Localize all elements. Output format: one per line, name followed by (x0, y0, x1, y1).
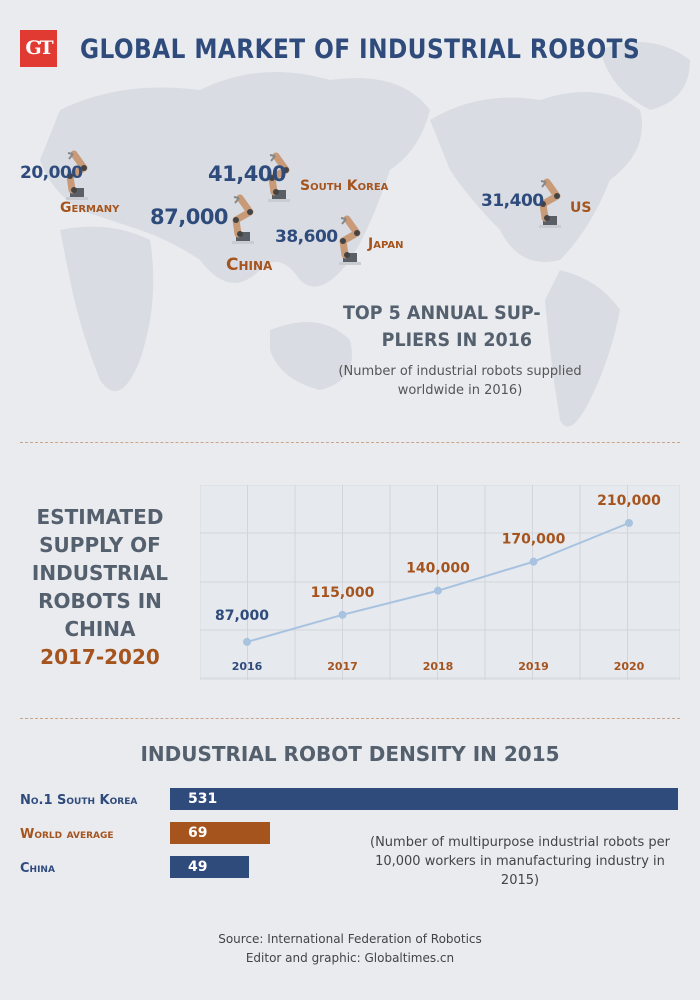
data-point (434, 586, 442, 595)
robot-arm-icon (226, 194, 260, 249)
data-label: 210,000 (597, 493, 661, 509)
estimate-years: 2017-2020 (40, 645, 160, 669)
japan-marker (333, 215, 367, 274)
data-label: 87,000 (215, 608, 269, 624)
divider (20, 442, 680, 443)
page-title: GLOBAL MARKET OF INDUSTRIAL ROBOTS (80, 34, 641, 65)
china-marker (226, 194, 260, 253)
x-tick-label: 2019 (518, 660, 549, 673)
japan-label: Japan (368, 236, 404, 252)
top5-heading: TOP 5 ANNUAL SUP- PLIERS IN 2016 (343, 300, 541, 354)
divider (20, 718, 680, 719)
us-value: 31,400 (481, 191, 544, 211)
us-label: US (570, 200, 592, 216)
germany-label: Germany (60, 200, 120, 216)
density-heading: INDUSTRIAL ROBOT DENSITY IN 2015 (140, 742, 560, 766)
data-label: 140,000 (406, 561, 470, 577)
gt-logo: GT (20, 30, 57, 67)
density-bar-world-average: 69 (170, 822, 270, 844)
estimate-heading: ESTIMATED SUPPLY OF INDUSTRIAL ROBOTS IN… (20, 503, 180, 671)
density-note: (Number of multipurpose industrial robot… (370, 835, 670, 888)
top5-heading-line1: TOP 5 ANNUAL SUP- (343, 302, 541, 324)
data-point (529, 557, 538, 566)
estimate-line: ROBOTS IN (38, 589, 162, 613)
density-bar-south-korea: 531 (170, 788, 678, 810)
data-label: 115,000 (311, 585, 375, 601)
credit-text: Editor and graphic: Globaltimes.cn (245, 951, 455, 965)
estimate-line: CHINA (64, 617, 136, 641)
estimate-line: INDUSTRIAL (31, 561, 169, 585)
data-point (338, 610, 347, 619)
south-korea-value: 41,400 (208, 162, 287, 186)
robot-arm-icon (333, 215, 367, 270)
x-tick-label: 2016 (232, 660, 263, 673)
world-map-background (40, 42, 690, 427)
china-label: China (226, 255, 273, 275)
top5-note: (Number of industrial robots supplied wo… (338, 364, 582, 398)
supply-line-chart: 87,000 2016 115,000 2017 140,000 2018 170,000 2… (200, 485, 680, 680)
data-point (625, 519, 633, 527)
germany-value: 20,000 (20, 163, 83, 183)
source-text: Source: International Federation of Robo… (218, 932, 482, 946)
estimate-line: ESTIMATED (36, 505, 164, 529)
density-label-china: China (20, 861, 55, 876)
density-label-south-korea: No.1 South Korea (20, 793, 138, 808)
china-value: 87,000 (150, 205, 229, 229)
data-label: 170,000 (502, 532, 566, 548)
density-bar-china: 49 (170, 856, 249, 878)
footer: Source: International Federation of Robo… (0, 930, 700, 968)
south-korea-label: South Korea (300, 178, 389, 194)
estimate-line: SUPPLY OF (39, 533, 161, 557)
x-tick-label: 2020 (614, 660, 645, 673)
japan-value: 38,600 (275, 227, 338, 247)
density-label-world-average: World average (20, 827, 114, 842)
top5-heading-line2: PLIERS IN 2016 (381, 329, 533, 351)
x-tick-label: 2017 (327, 660, 358, 673)
data-point (243, 637, 251, 646)
x-tick-label: 2018 (423, 660, 454, 673)
